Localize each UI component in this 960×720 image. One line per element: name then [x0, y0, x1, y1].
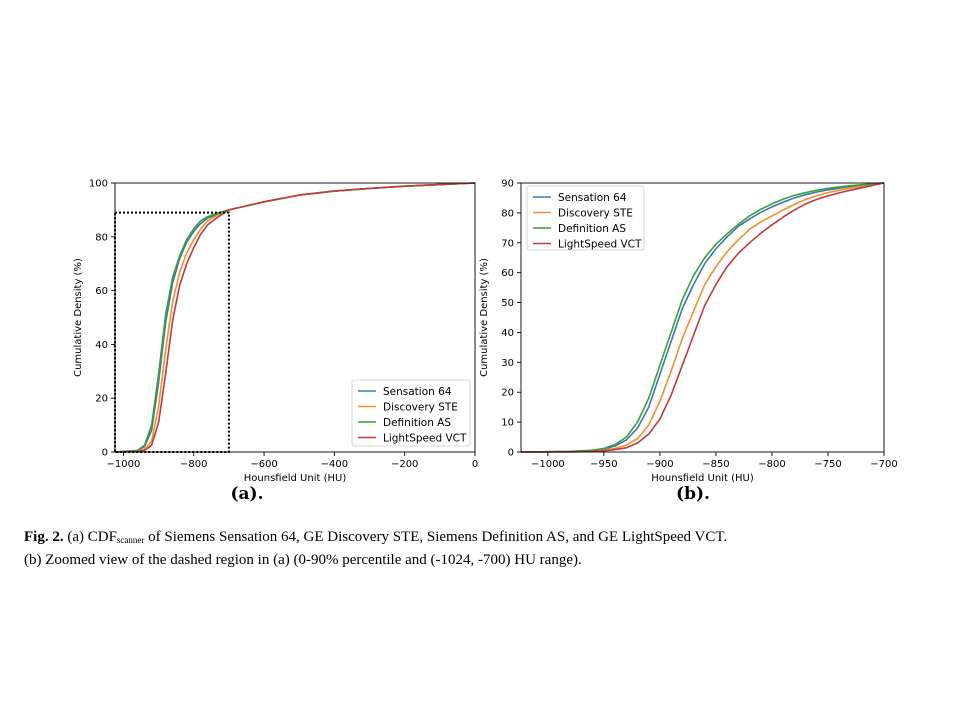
y-tick-label: 60 [501, 268, 514, 279]
y-tick-label: 20 [501, 388, 514, 399]
x-tick-label: −700 [870, 459, 897, 470]
figure-caption: Fig. 2. (a) CDFscanner of Siemens Sensat… [24, 527, 944, 570]
legend: Sensation 64 Discovery STE Definition AS Li… [351, 379, 471, 447]
y-tick-label: 80 [501, 208, 514, 219]
caption-text-a: (a) CDF [67, 529, 117, 545]
y-tick-label: 50 [501, 298, 514, 309]
x-tick-label: −600 [250, 459, 277, 470]
legend: Sensation 64 Discovery STE Definition AS Li… [526, 185, 645, 251]
caption-text-b: of Siemens Sensation 64, GE Discovery ST… [144, 529, 728, 545]
x-tick-label: −950 [590, 459, 617, 470]
x-tick-label: −850 [702, 459, 729, 470]
legend-label: Discovery STE [383, 402, 458, 414]
chart-panel-a: −1000 −800 −600 −400 −200 0 0 20 40 60 80 100 Hounsf… [73, 179, 478, 505]
series-line-sensation-64 [520, 182, 885, 453]
panel-label: (a). [230, 484, 263, 504]
x-tick-label: −400 [321, 459, 348, 470]
panel-label: (b). [676, 484, 710, 504]
y-tick-label: 0 [508, 448, 514, 459]
caption-subscript: scanner [116, 535, 145, 545]
chart-panel-b: −1000 −950 −900 −850 −800 −750 −700 0 10 20 30 40 50… [479, 179, 898, 505]
series-line-discovery-ste [520, 182, 885, 453]
x-tick-label: −900 [646, 459, 673, 470]
x-tick-label: −200 [391, 459, 418, 470]
y-axis-label: Cumulative Density (%) [479, 258, 490, 377]
y-tick-label: 100 [89, 179, 108, 190]
legend-label: LightSpeed VCT [383, 433, 467, 445]
dashed-region-box [114, 211, 230, 453]
legend-label: Sensation 64 [558, 192, 627, 204]
legend-box [351, 379, 471, 447]
legend-label: Definition AS [383, 417, 451, 429]
y-axis-label: Cumulative Density (%) [73, 258, 84, 377]
axes-frame [114, 182, 476, 453]
series-line-definition-as [520, 182, 885, 453]
legend-label: Discovery STE [558, 208, 633, 220]
caption-line-1: Fig. 2. (a) CDFscanner of Siemens Sensat… [24, 527, 944, 550]
y-tick-label: 30 [501, 358, 514, 369]
x-tick-label: −1000 [107, 459, 141, 470]
y-tick-label: 80 [95, 232, 108, 243]
y-tick-label: 40 [95, 340, 108, 351]
legend-box [526, 185, 645, 251]
y-tick-label: 60 [95, 286, 108, 297]
series-line-lightspeed-vct [114, 182, 476, 453]
y-tick-label: 70 [501, 238, 514, 249]
legend-label: Definition AS [558, 223, 626, 235]
y-tick-label: 40 [501, 328, 514, 339]
x-tick-label: −800 [180, 459, 207, 470]
legend-label: Sensation 64 [383, 386, 452, 398]
x-axis-label: Hounsfield Unit (HU) [651, 473, 754, 484]
caption-line-2: (b) Zoomed view of the dashed region in … [24, 552, 582, 568]
x-axis-label: Hounsfield Unit (HU) [244, 473, 347, 484]
y-tick-label: 0 [102, 448, 108, 459]
legend-label: LightSpeed VCT [558, 239, 642, 251]
series-line-lightspeed-vct [520, 182, 885, 453]
x-tick-label: −1000 [531, 459, 565, 470]
x-tick-label: 0 [472, 459, 478, 470]
x-tick-label: −750 [814, 459, 841, 470]
caption-fig-label: Fig. 2. [24, 529, 64, 545]
x-tick-label: −800 [758, 459, 785, 470]
y-tick-label: 10 [501, 418, 514, 429]
y-tick-label: 20 [95, 394, 108, 405]
y-tick-label: 90 [501, 179, 514, 190]
axes-frame [520, 182, 885, 453]
